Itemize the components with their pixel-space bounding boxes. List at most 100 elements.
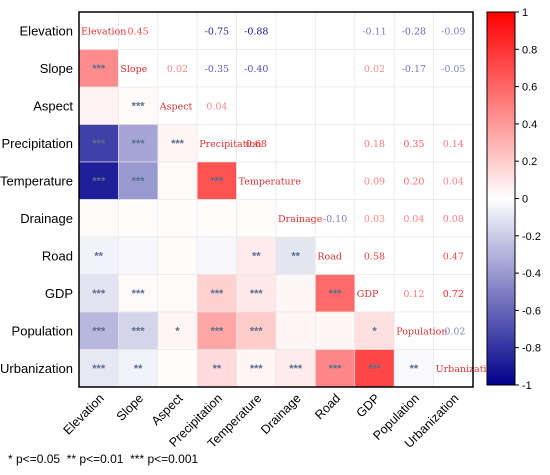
heatmap-cell (315, 311, 356, 350)
row-label: Precipitation (1, 136, 73, 151)
significance-stars: *** (250, 325, 264, 337)
heatmap-cell (433, 161, 474, 200)
heatmap-cell (315, 236, 356, 275)
row-label: Slope (40, 61, 73, 76)
heatmap-cell (354, 49, 395, 88)
heatmap-cell (196, 274, 237, 313)
heatmap-cell (196, 311, 237, 350)
heatmap-cell (157, 274, 198, 313)
heatmap-cell (315, 49, 356, 88)
significance-stars: *** (368, 363, 382, 375)
heatmap-cell (315, 349, 356, 388)
heatmap-cell (433, 124, 474, 163)
colorbar-tick-label: -0.8 (522, 343, 541, 355)
heatmap-cell (354, 274, 395, 313)
row-labels: Elevation Slope Aspect Precipitation Tempera… (0, 23, 73, 376)
heatmap-cell (393, 49, 434, 88)
significance-stars: ** (213, 363, 222, 375)
heatmap-cell (118, 161, 159, 200)
correlation-value: 0.04 (206, 101, 227, 112)
heatmap-cell (118, 311, 159, 350)
correlation-value: -0.88 (244, 26, 268, 37)
heatmap-cell (315, 11, 356, 50)
significance-stars: *** (329, 363, 343, 375)
heatmap-cell (196, 49, 237, 88)
correlation-value: -0.09 (441, 26, 465, 37)
heatmap-cell (433, 349, 474, 388)
row-label: Temperature (0, 173, 73, 188)
correlation-value: -0.05 (441, 64, 465, 75)
significance-stars: *** (92, 138, 106, 150)
row-label: Drainage (20, 211, 73, 226)
heatmap-cell (78, 86, 119, 125)
diagonal-label: Precipitation (199, 139, 261, 150)
significance-stars: *** (92, 288, 106, 300)
significance-stars: *** (250, 288, 264, 300)
row-label: Urbanization (0, 361, 73, 376)
heatmap-cell (393, 236, 434, 275)
correlation-value: 0.08 (443, 214, 464, 225)
heatmap-cell (196, 236, 237, 275)
heatmap-cell (78, 11, 119, 50)
heatmap-cell (157, 199, 198, 238)
correlation-value: -0.11 (362, 26, 386, 37)
heatmap-cell (78, 349, 119, 388)
heatmap-cell (196, 349, 237, 388)
column-labels: Elevation Slope AspectPrecipitationTempera… (61, 391, 462, 451)
correlation-value: 0.45 (128, 26, 149, 37)
heatmap-cell (354, 236, 395, 275)
significance-stars: *** (171, 138, 185, 150)
heatmap-cell (118, 349, 159, 388)
significance-stars: * (372, 325, 377, 337)
heatmap-frame (78, 11, 474, 388)
significance-stars: *** (92, 325, 106, 337)
heatmap-cell (275, 49, 316, 88)
significance-stars: ** (94, 250, 103, 262)
significance-stars: ** (410, 363, 419, 375)
colorbar-tick-label: 1 (522, 7, 528, 19)
colorbar-tick-label: -1 (522, 380, 532, 392)
column-label: Elevation (61, 391, 107, 437)
heatmap-cell (433, 49, 474, 88)
colorbar-ticks: -1 -0.8 -0.6 -0.4 -0.2 0 0.2 0.4 0.6 0.8 1 (515, 7, 541, 392)
diagonal-label: GDP (357, 289, 379, 300)
diagonal-label: Temperature (239, 176, 302, 187)
heatmap-cell (393, 86, 434, 125)
heatmap-cell (236, 161, 277, 200)
correlation-value: 0.68 (246, 139, 267, 150)
correlation-value: -0.75 (205, 26, 229, 37)
colorbar-tick-label: 0.8 (522, 44, 537, 56)
heatmap-cell (196, 199, 237, 238)
heatmap-cell (236, 199, 277, 238)
heatmap-cell (157, 161, 198, 200)
heatmap-cell (354, 124, 395, 163)
significance-stars: *** (329, 288, 343, 300)
heatmap-cell (275, 311, 316, 350)
significance-stars: ** (252, 250, 261, 262)
correlation-value: 0.47 (443, 251, 464, 262)
column-label: Slope (114, 391, 147, 424)
diagonal-label: Population (396, 326, 447, 337)
significance-legend: * p<=0.05 ** p<=0.01 *** p<=0.001 (8, 452, 199, 466)
heatmap-cell (118, 236, 159, 275)
heatmap-cell (236, 311, 277, 350)
heatmap-cell (236, 86, 277, 125)
row-label: Population (12, 323, 73, 338)
correlation-value: 0.58 (364, 251, 385, 262)
correlation-value: -0.17 (402, 64, 426, 75)
diagonal-label: Urbanization (436, 364, 499, 375)
heatmap-cell (118, 11, 159, 50)
significance-stars: *** (92, 175, 106, 187)
significance-stars: *** (289, 363, 303, 375)
heatmap-cell (275, 274, 316, 313)
heatmap-cell (433, 11, 474, 50)
row-label: Road (42, 248, 73, 263)
significance-stars: *** (92, 63, 106, 75)
significance-stars: *** (210, 325, 224, 337)
heatmap-cell (354, 86, 395, 125)
correlation-value: 0.02 (364, 64, 385, 75)
heatmap-cell (157, 236, 198, 275)
correlation-value: 0.20 (403, 176, 424, 187)
correlation-value: 0.03 (364, 214, 385, 225)
